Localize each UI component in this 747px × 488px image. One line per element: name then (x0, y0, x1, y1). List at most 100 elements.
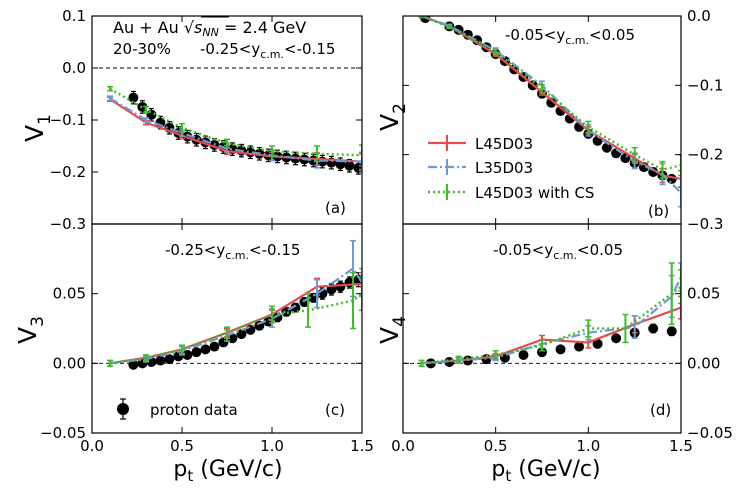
panel-label-d: (d) (650, 401, 671, 419)
panel-b (402, 15, 682, 225)
plot-layer (91, 15, 682, 434)
data-point-c-6 (182, 349, 193, 360)
data-point-c-0 (128, 359, 139, 370)
panel-a-annotation: Au + Au √sNN = 2.4 GeV 20-30% -0.25<yc.m… (113, 16, 335, 61)
sqrt-s-subscript: NN (202, 26, 218, 39)
xtick-label-d-2: 1.0 (576, 437, 600, 455)
energy-text: = 2.4 GeV (219, 18, 306, 37)
x-title-d-main: p (491, 457, 505, 482)
data-point-b-12 (546, 97, 557, 108)
data-point-c-8 (200, 344, 211, 355)
y-title-d: V4 (375, 316, 410, 344)
y-title-d-sub: 4 (390, 316, 410, 327)
panel-label-b: (b) (648, 202, 669, 220)
legend-label-l45d03: L45D03 (475, 135, 533, 153)
rapidity-subscript-b: c.m. (565, 34, 589, 47)
xtick-label-c-0: 0.0 (80, 437, 104, 455)
rapidity-text-c: -0.25<y (165, 241, 225, 259)
rapidity-post-b: <0.05 (589, 26, 635, 44)
y-title-c: V3 (13, 316, 48, 344)
data-point-d-10 (611, 333, 622, 344)
panel-b-annotation: -0.05<yc.m.<0.05 (505, 26, 635, 47)
ytick-label-a-1: −0.2 (50, 163, 86, 181)
ytick-label-a-0: −0.3 (50, 215, 86, 233)
xtick-label-d-0: 0.0 (391, 437, 415, 455)
panel-label-a: (a) (325, 199, 346, 217)
rapidity-post-d: <0.05 (577, 241, 623, 259)
y-title-d-main: V (375, 327, 404, 344)
sqrt-s-text: s (194, 18, 202, 37)
x-title-c-sub: t (187, 467, 193, 485)
legend-label-l35d03: L35D03 (475, 159, 533, 177)
ytick-label-b-3: 0.0 (687, 7, 711, 25)
rapidity-text-a: -0.25<y (200, 40, 260, 58)
xtick-label-d-1: 0.5 (484, 437, 508, 455)
y-title-c-main: V (13, 327, 42, 344)
panel-c-annotation: -0.25<yc.m.<-0.15 (165, 241, 300, 262)
ytick-label-c-0: −0.05 (40, 424, 86, 442)
model-legend: L45D03 L35D03 L45D03 with CS (475, 135, 594, 202)
xtick-label-c-1: 0.5 (170, 437, 194, 455)
centrality-text: 20-30% (113, 40, 171, 58)
sqrt-sign: √ (184, 18, 195, 37)
data-point-b-18 (601, 142, 612, 153)
rapidity-post-a: <-0.15 (284, 40, 335, 58)
xtick-label-c-3: 1.5 (350, 437, 374, 455)
data-point-c-9 (209, 341, 220, 352)
data-point-d-8 (574, 341, 585, 352)
y-title-b-main: V (375, 114, 404, 131)
data-point-c-4 (164, 354, 175, 365)
ytick-label-b-1: −0.2 (687, 146, 723, 164)
rapidity-subscript-d: c.m. (553, 249, 577, 262)
data-point-c-18 (290, 302, 301, 313)
x-title-c: pt (GeV/c) (173, 457, 282, 485)
rapidity-text-d: -0.05<y (493, 241, 553, 259)
data-point-a-24 (344, 160, 355, 171)
ytick-label-c-1: 0.00 (53, 354, 86, 372)
data-point-c-10 (218, 337, 229, 348)
data-point-d-5 (518, 349, 529, 360)
data-point-c-12 (236, 329, 247, 340)
y-title-c-sub: 3 (28, 316, 48, 327)
ytick-label-d-2: 0.05 (687, 285, 720, 303)
x-title-d: pt (GeV/c) (491, 457, 600, 485)
data-point-d-7 (555, 344, 566, 355)
panel-d (402, 223, 682, 434)
y-title-b: V2 (375, 103, 410, 131)
data-point-d-6 (537, 347, 547, 358)
y-title-a: V1 (20, 114, 55, 142)
xtick-label-c-2: 1.0 (260, 437, 284, 455)
x-title-c-rest: (GeV/c) (193, 457, 282, 482)
x-title-d-sub: t (505, 467, 511, 485)
panel-a-data (92, 67, 362, 175)
data-point-d-12 (648, 323, 659, 334)
panel-a (91, 15, 363, 225)
panel-label-c: (c) (325, 401, 345, 419)
data-point-c-15 (263, 316, 274, 327)
y-title-a-sub: 1 (35, 114, 55, 125)
panel-c (91, 223, 363, 434)
model-line-green-b (421, 16, 681, 172)
rapidity-text-b: -0.05<y (505, 26, 565, 44)
panel-b-data (418, 16, 681, 208)
data-point-c-3 (155, 355, 166, 366)
panel-d-data (403, 262, 681, 369)
collision-system-text: Au + Au (113, 18, 184, 37)
model-line-blue-c (109, 267, 362, 365)
y-title-a-main: V (20, 125, 49, 142)
model-line-green-d (421, 285, 681, 365)
ytick-label-d-0: −0.05 (687, 424, 733, 442)
ytick-label-a-4: 0.1 (62, 7, 86, 25)
rapidity-post-c: <-0.15 (249, 241, 300, 259)
ytick-label-c-2: 0.05 (53, 285, 86, 303)
ytick-label-a-3: 0.0 (62, 59, 86, 77)
x-title-c-main: p (173, 457, 187, 482)
panel-d-annotation: -0.05<yc.m.<0.05 (493, 241, 623, 262)
ytick-label-d-1: 0.00 (687, 354, 720, 372)
ytick-label-b-0: −0.3 (687, 215, 723, 233)
model-line-green-c (109, 292, 362, 365)
data-point-d-13 (666, 326, 677, 337)
data-point-a-0 (128, 92, 139, 103)
